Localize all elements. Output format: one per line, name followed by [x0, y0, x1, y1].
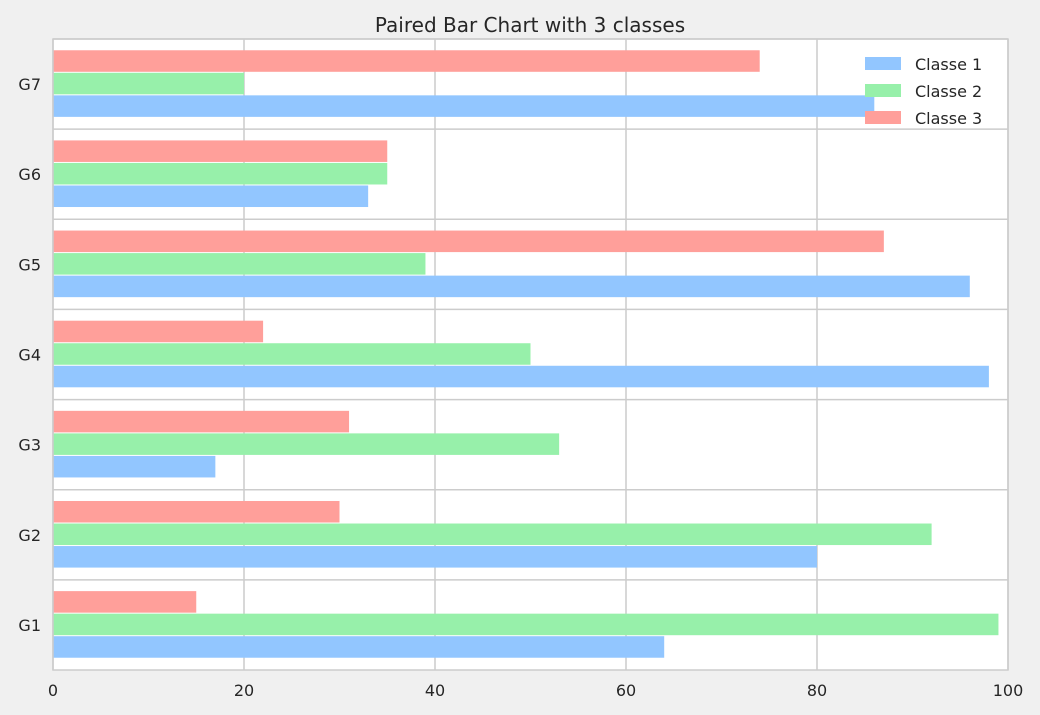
bar-g1-classe-3	[53, 591, 197, 613]
bar-g3-classe-3	[53, 410, 350, 433]
chart-title: Paired Bar Chart with 3 classes	[375, 13, 685, 37]
y-tick-label: G4	[18, 346, 41, 365]
bar-g1-classe-1	[53, 636, 665, 658]
bar-g4-classe-2	[53, 343, 531, 365]
bars-group	[53, 50, 999, 658]
bar-g3-classe-1	[53, 455, 216, 478]
y-tick-label: G6	[18, 165, 41, 184]
bar-g5-classe-3	[53, 230, 884, 253]
x-tick-label: 80	[807, 681, 827, 700]
legend-label: Classe 3	[915, 109, 982, 128]
bar-g4-classe-1	[53, 365, 989, 388]
x-tick-label: 0	[48, 681, 58, 700]
bar-g2-classe-3	[53, 500, 340, 523]
bar-g6-classe-3	[53, 140, 388, 162]
y-tick-label: G1	[18, 616, 41, 635]
legend-swatch	[865, 57, 901, 70]
x-tick-label: 100	[993, 681, 1024, 700]
bar-g6-classe-1	[53, 185, 369, 208]
y-tick-label: G2	[18, 526, 41, 545]
legend-swatch	[865, 111, 901, 124]
x-tick-label: 40	[425, 681, 445, 700]
legend-label: Classe 2	[915, 82, 982, 101]
legend-swatch	[865, 84, 901, 97]
x-tick-label: 60	[616, 681, 636, 700]
bar-g3-classe-2	[53, 433, 560, 455]
bar-g5-classe-1	[53, 275, 970, 298]
x-tick-labels: 0 20 40 60 80 100	[48, 681, 1023, 700]
y-tick-labels: G1 G2 G3 G4 G5 G6 G7	[18, 75, 41, 635]
bar-g2-classe-2	[53, 523, 932, 546]
y-tick-label: G7	[18, 75, 41, 94]
bar-g7-classe-3	[53, 50, 760, 72]
y-tick-label: G5	[18, 255, 41, 274]
bar-g4-classe-3	[53, 320, 264, 343]
bar-g7-classe-1	[53, 95, 875, 117]
bar-g6-classe-2	[53, 162, 388, 185]
legend: Classe 1 Classe 2 Classe 3	[865, 55, 982, 128]
legend-label: Classe 1	[915, 55, 982, 74]
bar-g7-classe-2	[53, 72, 244, 95]
x-tick-label: 20	[234, 681, 254, 700]
bar-g2-classe-1	[53, 546, 817, 568]
bar-g5-classe-2	[53, 253, 426, 275]
bar-g1-classe-2	[53, 613, 999, 636]
plot-frame	[52, 38, 1009, 671]
y-tick-label: G3	[18, 436, 41, 455]
